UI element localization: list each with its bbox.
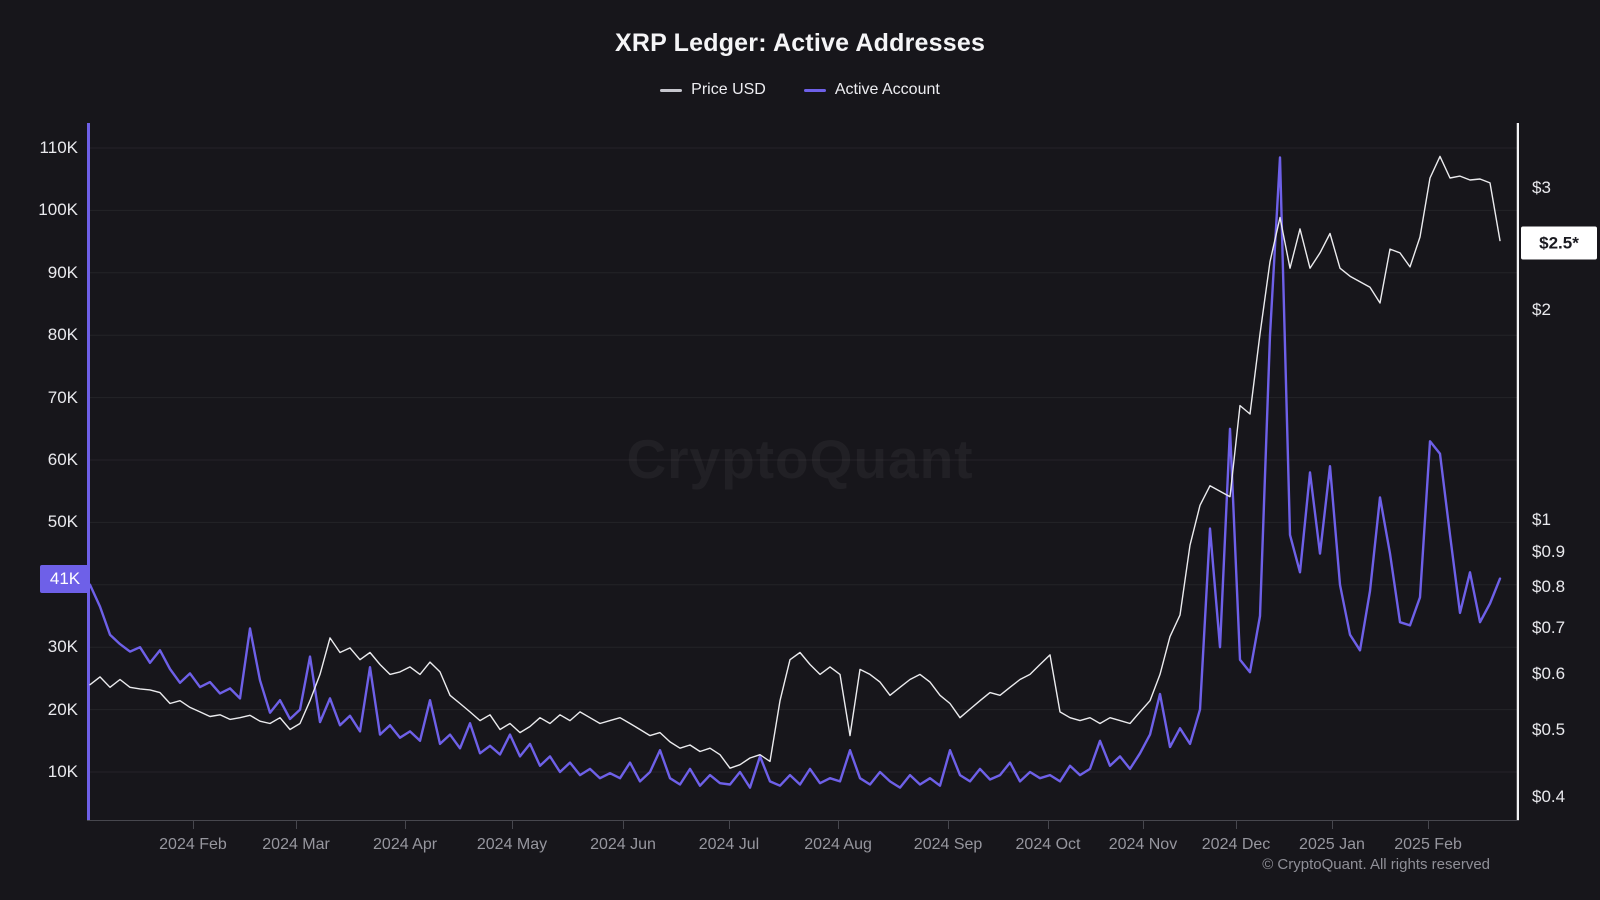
left-axis-tick-20K: 20K bbox=[47, 699, 78, 719]
x-axis-tick-2024-Aug: 2024 Aug bbox=[804, 836, 872, 853]
x-axis-tickmark bbox=[405, 821, 407, 829]
x-axis-tick-2024-Jun: 2024 Jun bbox=[590, 836, 656, 853]
x-axis-tickmark bbox=[1048, 821, 1049, 829]
x-axis-tickmark bbox=[1142, 821, 1144, 829]
right-axis-tick-usd-1: $1 bbox=[1532, 510, 1551, 529]
left-axis-tick-30K: 30K bbox=[47, 637, 78, 657]
legend-item-price-usd[interactable]: Price USD bbox=[660, 81, 766, 99]
right-axis-tick-usd-0.4: $0.4 bbox=[1532, 786, 1566, 806]
x-axis-tick-2025-Jan: 2025 Jan bbox=[1299, 836, 1365, 853]
left-axis-tick-110K: 110K bbox=[39, 138, 78, 157]
x-axis-tickmark bbox=[838, 821, 840, 829]
legend-label-price-usd: Price USD bbox=[691, 81, 766, 98]
right-axis-tick-usd-2: $2 bbox=[1532, 300, 1551, 320]
page-title: XRP Ledger: Active Addresses bbox=[614, 29, 986, 57]
x-axis-tickmark bbox=[1428, 821, 1430, 829]
left-axis-tick-10K: 10K bbox=[47, 762, 78, 781]
chart-legend: Price USD Active Account bbox=[0, 79, 1600, 101]
left-axis-tick-60K: 60K bbox=[47, 450, 78, 469]
active-account-line-swatch bbox=[803, 88, 826, 92]
left-axis-tick-50K: 50K bbox=[47, 512, 78, 532]
left-axis-tick-90K: 90K bbox=[47, 262, 78, 282]
x-axis-tick-2024-Nov: 2024 Nov bbox=[1108, 836, 1178, 853]
active-account-line bbox=[88, 156, 1502, 789]
x-axis-tickmark bbox=[622, 821, 624, 829]
price-usd-line-swatch bbox=[660, 88, 683, 92]
x-axis-tickmark bbox=[1331, 821, 1333, 829]
active-account-last-value-badge: 41K bbox=[40, 564, 90, 593]
right-axis-tick-usd-0.8: $0.8 bbox=[1532, 577, 1566, 597]
x-axis-tickmark bbox=[728, 821, 730, 829]
x-axis-tickmark bbox=[296, 821, 298, 829]
x-axis-tick-2024-Sep: 2024 Sep bbox=[913, 836, 983, 853]
right-axis-tick-usd-0.7: $0.7 bbox=[1532, 617, 1566, 637]
x-axis-tick-2025-Feb: 2025 Feb bbox=[1394, 836, 1462, 853]
x-axis-tickmark bbox=[1236, 821, 1238, 829]
left-axis-tick-70K: 70K bbox=[47, 387, 78, 407]
x-axis-tick-2024-Apr: 2024 Apr bbox=[373, 836, 438, 853]
right-axis-tick-usd-3: $3 bbox=[1532, 177, 1551, 197]
right-axis-tick-usd-0.9: $0.9 bbox=[1532, 541, 1566, 561]
x-axis-tickmark bbox=[192, 821, 194, 829]
price-last-value-badge: $2.5* bbox=[1521, 226, 1597, 260]
x-axis-tickmark bbox=[512, 821, 514, 829]
legend-item-active-account[interactable]: Active Account bbox=[803, 81, 940, 99]
x-axis-tickmark bbox=[948, 821, 950, 829]
left-axis-tick-80K: 80K bbox=[47, 325, 78, 345]
x-axis-tick-2024-Oct: 2024 Oct bbox=[1015, 836, 1081, 853]
chart-plot-area[interactable] bbox=[87, 123, 1519, 821]
left-axis-tick-100K: 100K bbox=[38, 200, 78, 220]
right-axis-tick-usd-0.5: $0.5 bbox=[1532, 719, 1566, 739]
x-axis-tick-2024-Mar: 2024 Mar bbox=[262, 836, 330, 853]
right-axis-tick-usd-0.6: $0.6 bbox=[1532, 664, 1566, 684]
price-usd-line bbox=[89, 155, 1501, 769]
chart-canvas bbox=[87, 123, 1519, 820]
x-axis-tick-2024-Jul: 2024 Jul bbox=[698, 836, 760, 853]
x-axis-tick-2024-May: 2024 May bbox=[476, 836, 548, 853]
x-axis-tick-2024-Feb: 2024 Feb bbox=[159, 836, 227, 853]
copyright-footer: © CryptoQuant. All rights reserved bbox=[1262, 856, 1490, 873]
x-axis-tick-2024-Dec: 2024 Dec bbox=[1201, 836, 1271, 853]
legend-label-active-account: Active Account bbox=[834, 81, 940, 98]
